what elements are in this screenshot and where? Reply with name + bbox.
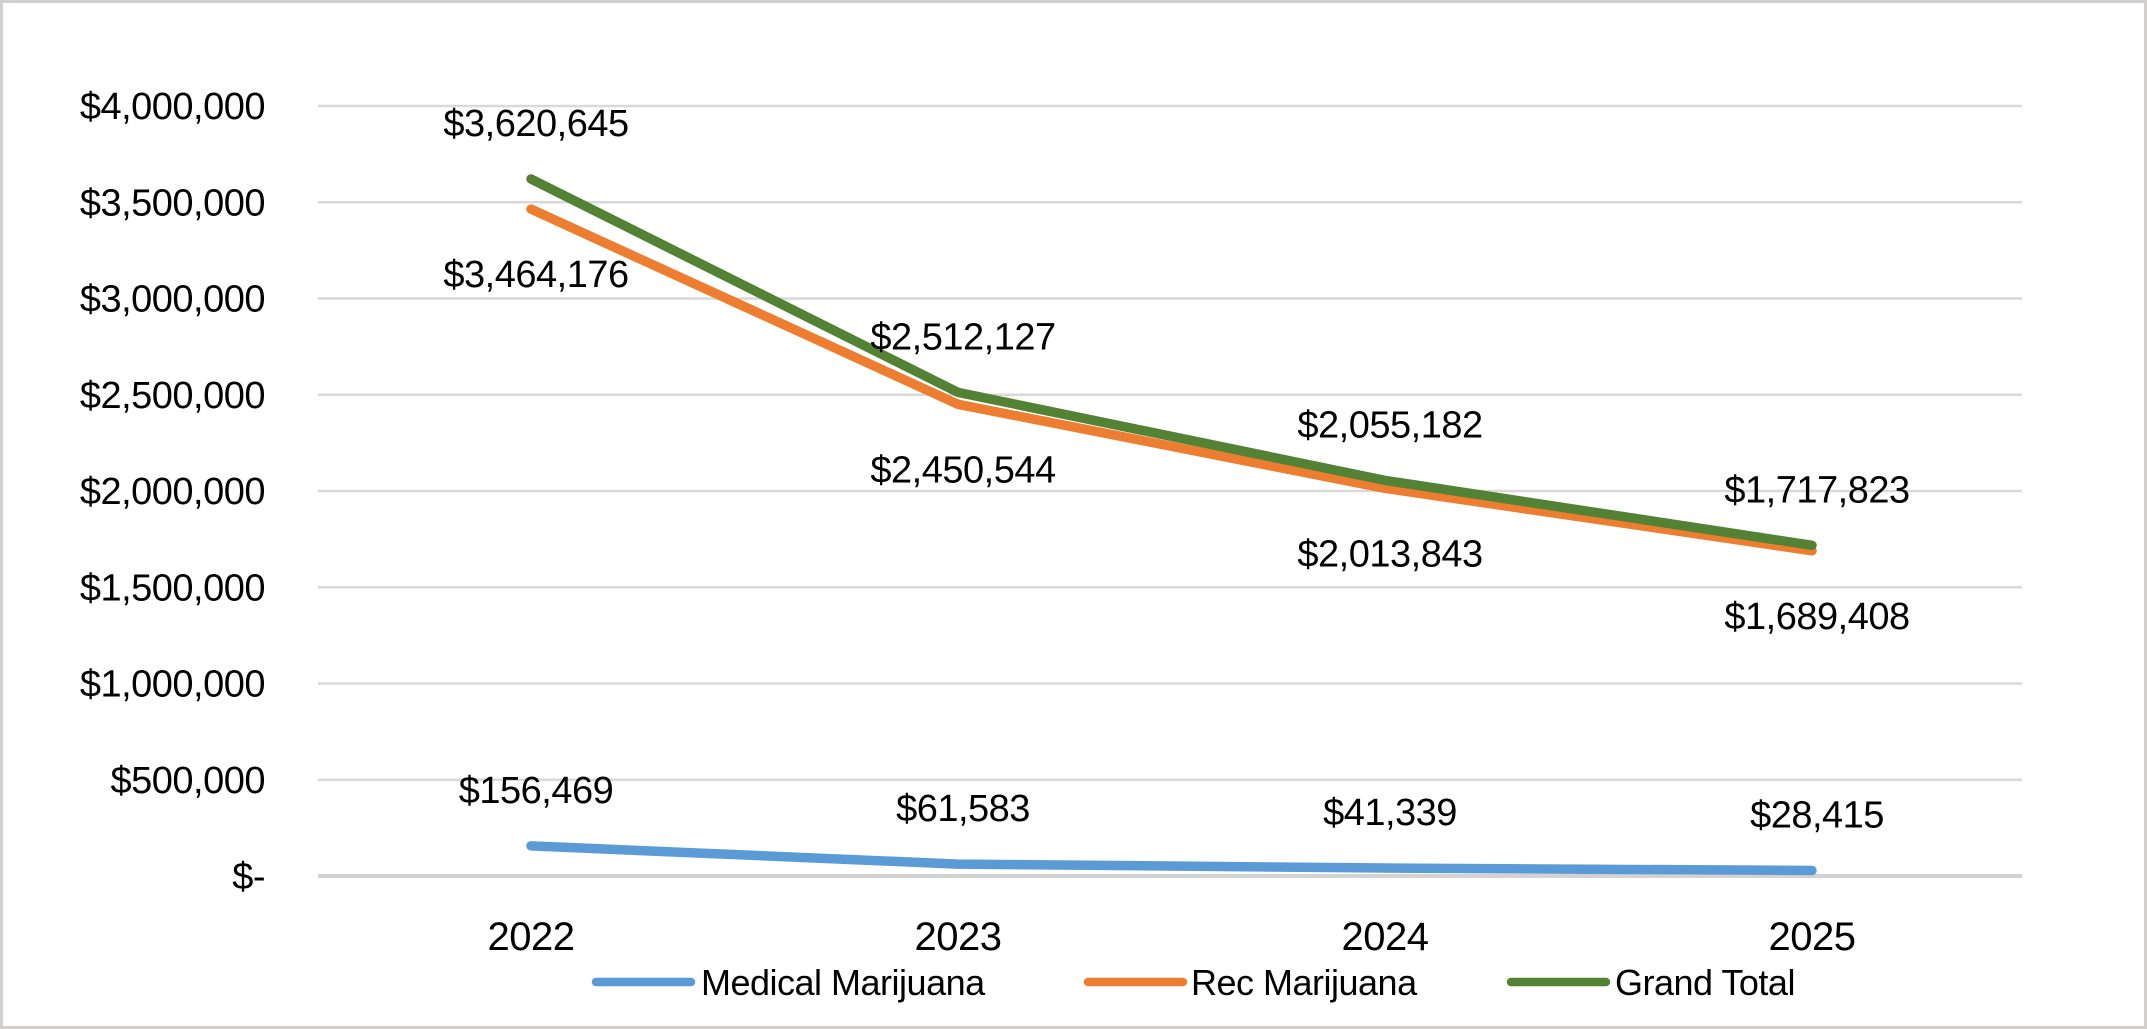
series-line-medical-marijuana [526, 841, 1817, 876]
series-line-rec-marijuana [526, 204, 1817, 556]
y-tick-label: $3,500,000 [80, 182, 265, 224]
y-tick-label: $3,000,000 [80, 279, 265, 321]
data-label: $61,583 [896, 788, 1030, 830]
data-label: $1,689,408 [1724, 596, 1909, 638]
y-tick-label: $1,000,000 [80, 664, 265, 706]
data-label: $2,450,544 [870, 449, 1056, 491]
series-line-grand-total [526, 174, 1817, 551]
data-label: $3,464,176 [443, 254, 628, 296]
marijuana-sales-line-chart: $- $500,000 $1,000,000 $1,500,000 $2,000,000… [80, 86, 2022, 1003]
legend-label-medical-marijuana: Medical Marijuana [701, 962, 986, 1003]
y-tick-label: $2,000,000 [80, 471, 265, 513]
data-label: $41,339 [1323, 792, 1457, 834]
data-label: $2,512,127 [870, 316, 1055, 358]
y-tick-label: $500,000 [111, 760, 266, 802]
x-tick-label: 2023 [915, 915, 1002, 959]
data-label: $1,717,823 [1724, 469, 1909, 511]
legend-label-rec-marijuana: Rec Marijuana [1191, 962, 1418, 1003]
x-tick-label: 2022 [488, 915, 575, 959]
x-tick-label: 2025 [1769, 915, 1856, 959]
data-label: $2,055,182 [1297, 404, 1482, 446]
y-tick-label: $2,500,000 [80, 375, 265, 417]
legend-label-grand-total: Grand Total [1615, 962, 1795, 1003]
y-tick-label: $4,000,000 [80, 86, 265, 128]
data-label: $28,415 [1750, 795, 1884, 837]
y-tick-label: $1,500,000 [80, 567, 265, 609]
x-tick-label: 2024 [1342, 915, 1429, 959]
data-label: $3,620,645 [443, 103, 628, 145]
y-tick-label: $- [232, 856, 265, 898]
data-label: $156,469 [459, 770, 614, 812]
data-label: $2,013,843 [1297, 533, 1482, 575]
